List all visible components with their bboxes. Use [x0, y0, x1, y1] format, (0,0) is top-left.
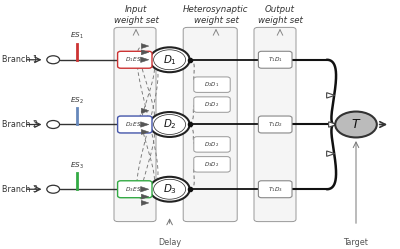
Circle shape: [154, 50, 186, 70]
Polygon shape: [329, 122, 337, 127]
Text: $D_2D_2$: $D_2D_2$: [204, 140, 220, 149]
Circle shape: [335, 112, 377, 137]
Polygon shape: [141, 187, 149, 192]
Polygon shape: [141, 129, 149, 134]
Circle shape: [47, 121, 60, 128]
Text: $D_1D_2$: $D_1D_2$: [204, 100, 220, 109]
FancyBboxPatch shape: [114, 27, 156, 222]
FancyBboxPatch shape: [118, 51, 152, 68]
Polygon shape: [327, 151, 335, 156]
Circle shape: [47, 56, 60, 64]
Text: Heterosynaptic
weight set: Heterosynaptic weight set: [183, 5, 249, 25]
Text: Delay
neurons: Delay neurons: [154, 238, 186, 249]
FancyBboxPatch shape: [194, 77, 230, 92]
Text: Branch 1: Branch 1: [2, 55, 38, 64]
Text: Target
neuron: Target neuron: [342, 238, 370, 249]
Text: $D_2ES_2$: $D_2ES_2$: [125, 120, 144, 129]
Circle shape: [154, 115, 186, 134]
Text: $T_1D_2$: $T_1D_2$: [268, 120, 283, 129]
Polygon shape: [141, 57, 149, 62]
Polygon shape: [327, 93, 335, 98]
Text: $ES_3$: $ES_3$: [70, 160, 84, 171]
Polygon shape: [141, 44, 149, 49]
Polygon shape: [141, 194, 149, 199]
Text: $ES_2$: $ES_2$: [70, 96, 84, 106]
Polygon shape: [141, 200, 149, 205]
FancyBboxPatch shape: [194, 97, 230, 112]
Text: $T$: $T$: [351, 118, 361, 131]
Polygon shape: [141, 122, 149, 127]
Circle shape: [150, 112, 190, 137]
FancyBboxPatch shape: [118, 181, 152, 198]
Text: $D_3D_2$: $D_3D_2$: [204, 160, 220, 169]
Text: $T_1D_3$: $T_1D_3$: [268, 185, 283, 194]
Polygon shape: [141, 108, 149, 113]
FancyBboxPatch shape: [118, 116, 152, 133]
Circle shape: [150, 177, 190, 202]
Text: $D_3ES_3$: $D_3ES_3$: [125, 185, 144, 194]
Circle shape: [154, 179, 186, 199]
Text: $D_2$: $D_2$: [163, 118, 176, 131]
FancyBboxPatch shape: [258, 51, 292, 68]
FancyBboxPatch shape: [194, 157, 230, 172]
Text: $ES_1$: $ES_1$: [70, 31, 84, 41]
FancyBboxPatch shape: [183, 27, 237, 222]
FancyBboxPatch shape: [254, 27, 296, 222]
FancyBboxPatch shape: [194, 137, 230, 152]
Polygon shape: [141, 50, 149, 55]
Text: $T_1D_1$: $T_1D_1$: [268, 55, 283, 64]
Circle shape: [47, 185, 60, 193]
Text: $D_1ES_1$: $D_1ES_1$: [125, 55, 144, 64]
FancyBboxPatch shape: [258, 116, 292, 133]
Text: Branch 3: Branch 3: [2, 185, 38, 194]
Text: $D_1$: $D_1$: [163, 53, 176, 67]
Text: $D_3$: $D_3$: [162, 182, 177, 196]
Text: $D_2D_1$: $D_2D_1$: [204, 80, 220, 89]
Text: Input
weight set: Input weight set: [114, 5, 158, 25]
Text: Output
weight set: Output weight set: [258, 5, 302, 25]
FancyBboxPatch shape: [258, 181, 292, 198]
Circle shape: [150, 47, 190, 72]
Text: Branch 2: Branch 2: [2, 120, 38, 129]
